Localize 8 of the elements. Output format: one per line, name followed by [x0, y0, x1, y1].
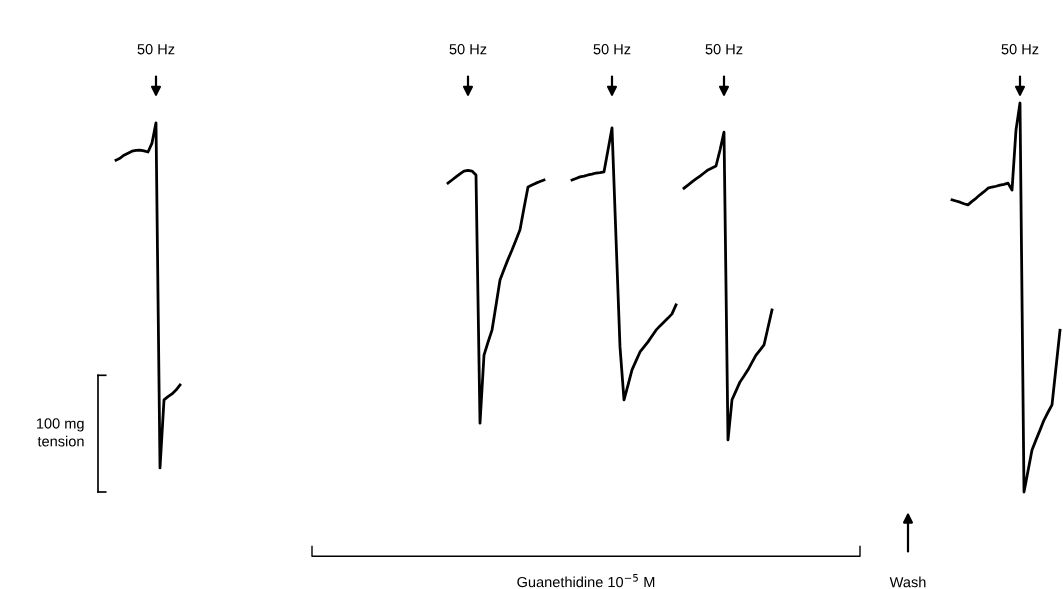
text: 50 Hz — [593, 44, 631, 55]
text: Wash — [889, 576, 926, 588]
text: 50 Hz — [449, 44, 487, 55]
text: 50 Hz — [705, 44, 743, 55]
text: 50 Hz — [137, 44, 175, 55]
text: 100 mg tension — [36, 418, 84, 447]
text: 50 Hz — [1001, 44, 1039, 55]
text: Guanethidine 10$^{−5}$ M — [517, 574, 655, 588]
